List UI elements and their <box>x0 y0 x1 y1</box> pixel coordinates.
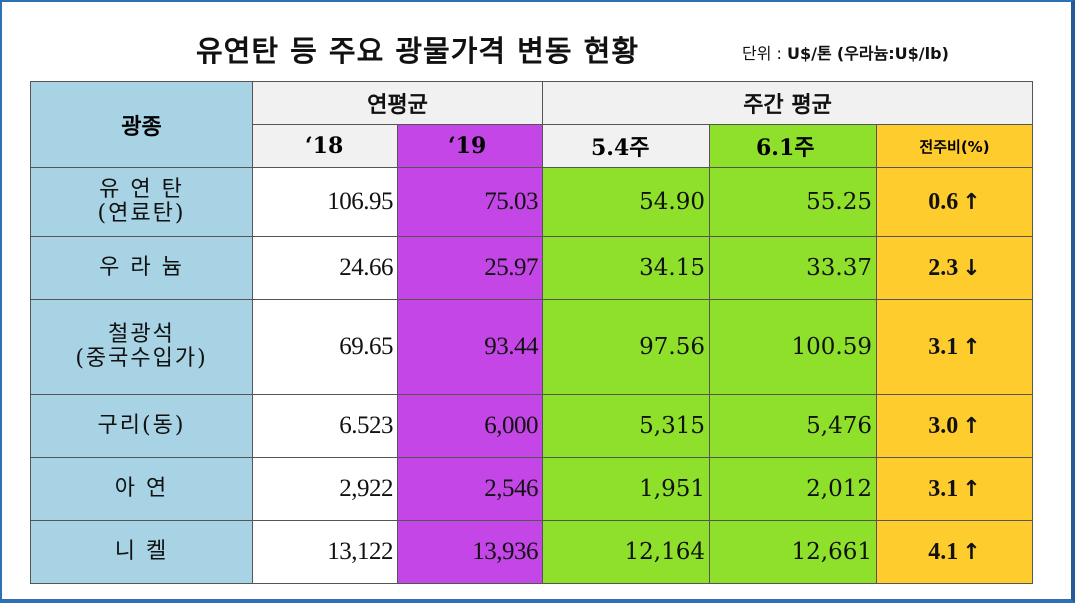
mineral-cell: 아 연 <box>30 457 253 521</box>
year-2019-header: ‘19 <box>397 124 543 168</box>
table-row: 유 연 탄 (연료탄) 106.95 75.03 54.90 55.25 0.6 ↑ <box>30 167 1033 237</box>
mineral-header: 광종 <box>30 81 253 168</box>
mineral-name: 철광석 <box>108 322 175 347</box>
value-2018: 69.65 <box>252 299 398 395</box>
value-week-6-1: 12,661 <box>709 520 877 584</box>
week-6-1-header: 6.1주 <box>709 124 877 168</box>
mineral-cell: 니 켈 <box>30 520 253 584</box>
value-week-5-4: 97.56 <box>542 299 710 395</box>
change-cell: 3.1 ↑ <box>876 299 1033 395</box>
change-value: 3.0 <box>928 412 959 439</box>
value-week-6-1: 55.25 <box>709 167 877 237</box>
change-value: 0.6 <box>928 188 959 215</box>
value-2019: 25.97 <box>397 236 543 300</box>
change-value: 3.1 <box>928 333 959 360</box>
value-2018: 106.95 <box>252 167 398 237</box>
annual-avg-header: 연평균 <box>252 81 543 125</box>
unit-note: 단위 : U$/톤 (우라늄:U$/lb) <box>742 40 949 64</box>
change-cell: 4.1 ↑ <box>876 520 1033 584</box>
arrow-up-icon: ↑ <box>962 413 981 439</box>
arrow-down-icon: ↓ <box>962 255 981 281</box>
value-week-5-4: 34.15 <box>542 236 710 300</box>
mineral-cell: 구리(동) <box>30 394 253 458</box>
arrow-up-icon: ↑ <box>962 476 981 502</box>
value-2019: 13,936 <box>397 520 543 584</box>
mineral-subname: (중국수입가) <box>75 346 208 371</box>
value-week-6-1: 33.37 <box>709 236 877 300</box>
mineral-name: 니 켈 <box>114 539 169 564</box>
mineral-name: 아 연 <box>114 476 169 501</box>
value-week-5-4: 12,164 <box>542 520 710 584</box>
change-cell: 2.3 ↓ <box>876 236 1033 300</box>
unit-paren: (우라늄:U$/lb) <box>836 44 949 63</box>
arrow-up-icon: ↑ <box>962 334 981 360</box>
value-week-6-1: 5,476 <box>709 394 877 458</box>
value-week-6-1: 2,012 <box>709 457 877 521</box>
year-2018-header: ‘18 <box>252 124 398 168</box>
value-2018: 24.66 <box>252 236 398 300</box>
value-2018: 13,122 <box>252 520 398 584</box>
value-2019: 93.44 <box>397 299 543 395</box>
table-row: 구리(동) 6.523 6,000 5,315 5,476 3.0 ↑ <box>30 394 1033 458</box>
value-week-5-4: 1,951 <box>542 457 710 521</box>
arrow-up-icon: ↑ <box>962 189 981 215</box>
change-cell: 3.1 ↑ <box>876 457 1033 521</box>
mineral-name: 우 라 늄 <box>99 255 184 280</box>
change-header: 전주비(%) <box>876 124 1033 168</box>
mineral-name: 유 연 탄 <box>99 177 184 202</box>
mineral-name: 구리(동) <box>97 413 186 438</box>
value-2018: 6.523 <box>252 394 398 458</box>
change-value: 2.3 <box>928 254 959 281</box>
week-5-4-header: 5.4주 <box>542 124 710 168</box>
value-2019: 75.03 <box>397 167 543 237</box>
change-cell: 3.0 ↑ <box>876 394 1033 458</box>
change-value: 4.1 <box>928 538 959 565</box>
table-row: 우 라 늄 24.66 25.97 34.15 33.37 2.3 ↓ <box>30 236 1033 300</box>
price-table: 광종 연평균 주간 평균 ‘18 ‘19 5.4주 6.1주 전주비(%) 유 … <box>30 81 1033 584</box>
table-row: 아 연 2,922 2,546 1,951 2,012 3.1 ↑ <box>30 457 1033 521</box>
table-row: 철광석 (중국수입가) 69.65 93.44 97.56 100.59 3.1 ↑ <box>30 299 1033 395</box>
change-cell: 0.6 ↑ <box>876 167 1033 237</box>
value-2018: 2,922 <box>252 457 398 521</box>
mineral-cell: 철광석 (중국수입가) <box>30 299 253 395</box>
mineral-cell: 유 연 탄 (연료탄) <box>30 167 253 237</box>
unit-prefix: 단위 : <box>742 44 788 63</box>
mineral-subname: (연료탄) <box>97 201 186 226</box>
value-week-6-1: 100.59 <box>709 299 877 395</box>
value-2019: 2,546 <box>397 457 543 521</box>
value-2019: 6,000 <box>397 394 543 458</box>
change-value: 3.1 <box>928 475 959 502</box>
page-title: 유연탄 등 주요 광물가격 변동 현황 <box>196 34 640 68</box>
arrow-up-icon: ↑ <box>962 539 981 565</box>
value-week-5-4: 54.90 <box>542 167 710 237</box>
weekly-avg-header: 주간 평균 <box>542 81 1033 125</box>
table-row: 니 켈 13,122 13,936 12,164 12,661 4.1 ↑ <box>30 520 1033 584</box>
value-week-5-4: 5,315 <box>542 394 710 458</box>
mineral-cell: 우 라 늄 <box>30 236 253 300</box>
unit-value: U$/톤 <box>787 44 832 63</box>
